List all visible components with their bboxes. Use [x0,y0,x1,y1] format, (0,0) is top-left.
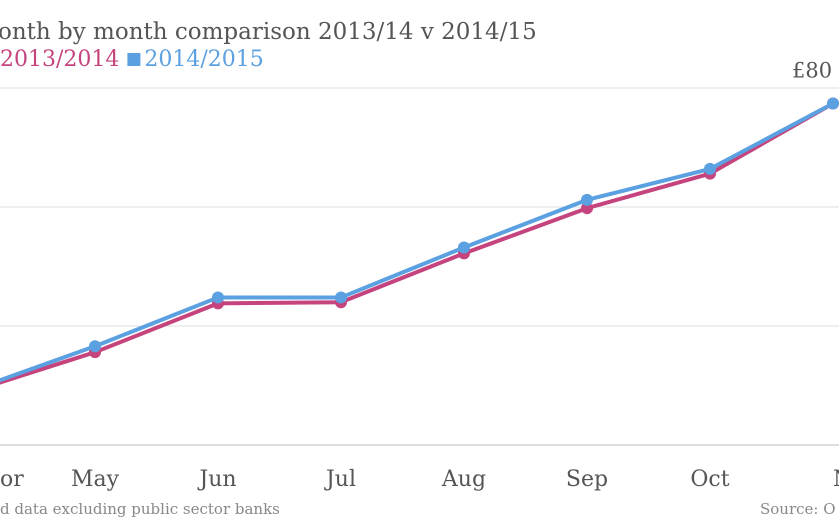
annotation: £80 [792,59,832,83]
point [89,340,101,353]
point [704,162,716,175]
line [0,101,834,383]
point [458,241,470,254]
point [827,97,839,110]
legend-label: 2014/2015 [144,47,263,72]
source: Source: O [760,500,836,518]
point [335,291,347,304]
x-tick-label: Oct [690,467,729,492]
x-tick-label: Aug [441,467,486,492]
point [581,193,593,206]
x-tick-label: May [71,467,120,492]
x-tick-label: N [833,467,839,492]
x-tick-label: Jul [324,467,356,492]
footnote: d data excluding public sector banks [0,500,280,518]
point [581,202,593,215]
line [0,101,834,385]
legend-label: 2013/2014 [0,47,119,72]
x-tick-label: or [0,467,24,492]
point [212,291,224,304]
x-tick-label: Sep [566,467,608,492]
x-tick-label: Jun [197,467,236,492]
legend-swatch [127,53,141,66]
chart-title: onth by month comparison 2013/14 v 2014/… [0,19,537,45]
